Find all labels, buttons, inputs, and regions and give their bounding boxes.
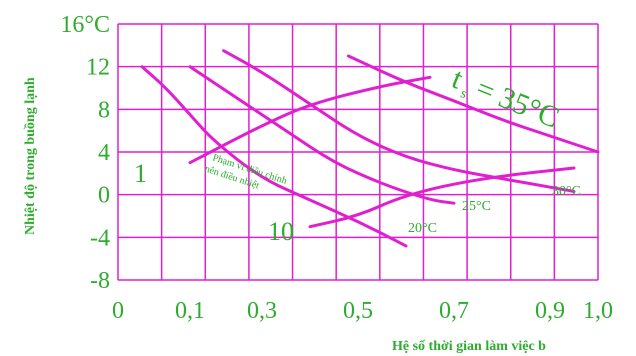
x-tick-label: 0,7	[439, 298, 469, 324]
x-tick-label: 0,1	[175, 298, 205, 324]
series-line-1	[188, 65, 456, 205]
y-tick-label: 0	[98, 183, 110, 209]
grid	[117, 23, 599, 281]
y-axis-label: Nhiệt độ trong buồng lạnh	[23, 77, 38, 235]
label-20c: 20°C	[408, 221, 437, 236]
label-30c: 30°C	[552, 184, 581, 199]
y-tick-label: 16°C	[60, 12, 110, 38]
series-line-2	[222, 49, 576, 193]
curves	[140, 49, 600, 248]
y-tick-label: 8	[98, 97, 110, 123]
x-axis-label: Hệ số thời gian làm việc b	[392, 339, 546, 354]
ts-label: t s = 35°C	[447, 62, 564, 135]
label-25c: 25°C	[462, 199, 491, 214]
y-tick-label: 4	[98, 140, 110, 166]
y-tick-label: -8	[90, 268, 110, 294]
adjustment-line-0	[188, 75, 432, 165]
x-tick-label: 1,0	[583, 298, 613, 324]
x-tick-label: 0,3	[247, 298, 277, 324]
region-label: Phạm vi điều chỉnh nên điều nhiệt	[203, 152, 288, 191]
label-10: 10	[268, 217, 294, 246]
x-tick-label: 0	[112, 298, 124, 324]
series-line-3	[346, 54, 600, 154]
y-tick-label: -4	[90, 225, 110, 251]
y-tick-label: 12	[86, 55, 110, 81]
x-tick-label: 0,5	[343, 298, 373, 324]
x-tick-label: 0,9	[535, 298, 565, 324]
svg-text:s: s	[458, 86, 469, 102]
series-line-0	[140, 65, 408, 248]
label-1: 1	[134, 159, 147, 188]
adjustment-line-1	[308, 166, 576, 229]
